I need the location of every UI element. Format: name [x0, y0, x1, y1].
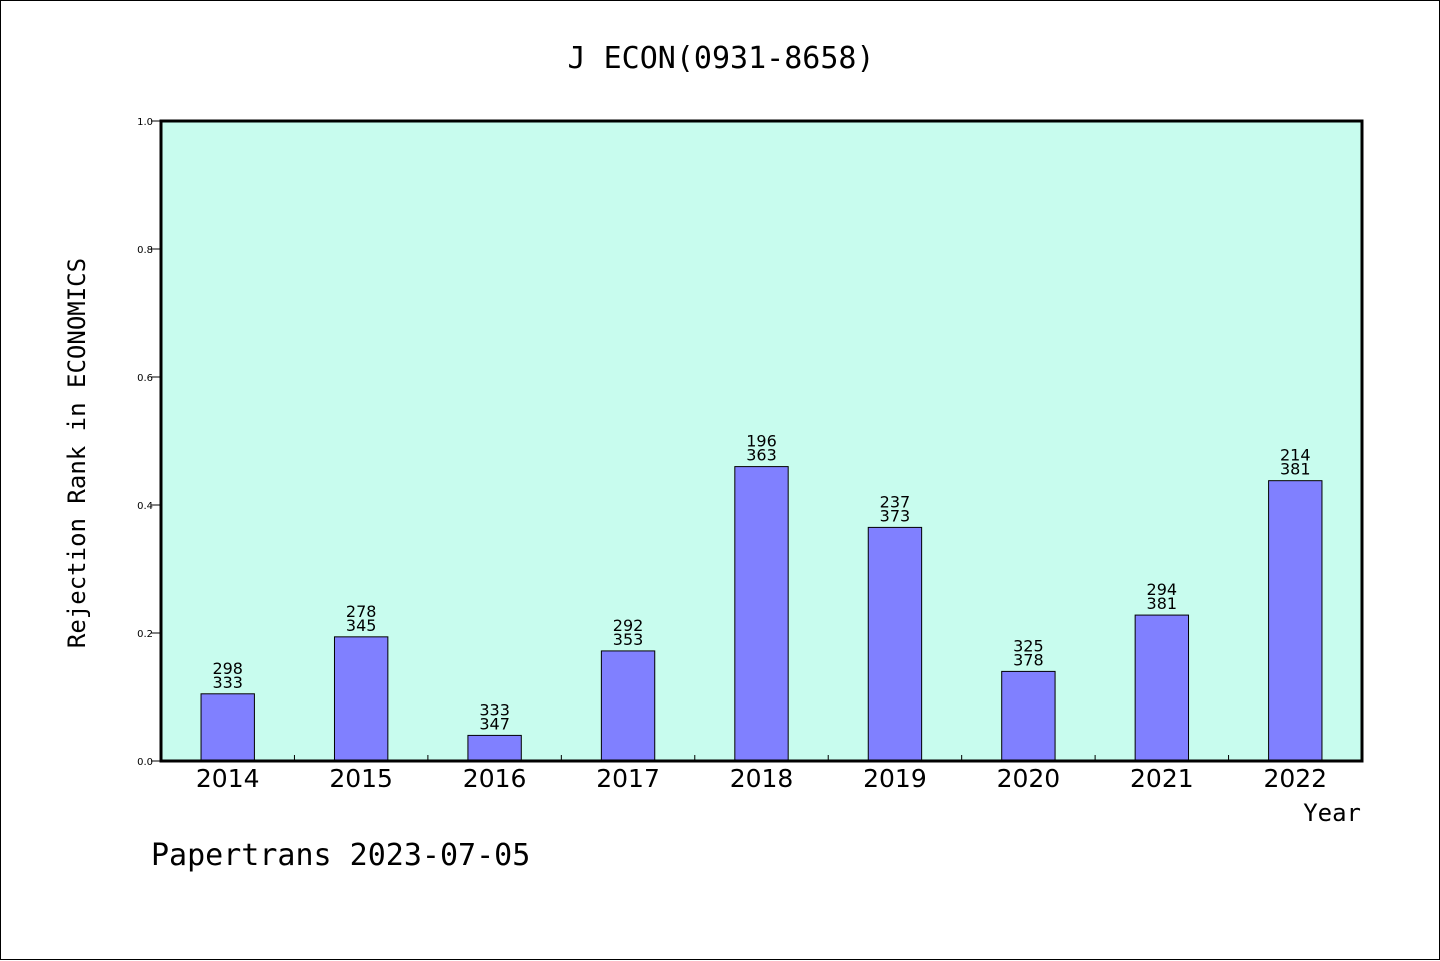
- plot-border: [159, 119, 1364, 763]
- bar-label-bottom-2016: 347: [479, 714, 510, 733]
- bar-label-bottom-2020: 378: [1013, 650, 1044, 669]
- x-axis-label: Year: [1303, 799, 1361, 827]
- bar-label-bottom-2018: 363: [746, 446, 777, 465]
- bar-label-top-2022: 214: [1280, 446, 1311, 465]
- bar-2019: [867, 526, 923, 762]
- x-tick-label-2014: 2014: [196, 764, 260, 793]
- bar-label-top-2017: 292: [613, 616, 644, 635]
- bar-label-bottom-2017: 353: [613, 630, 644, 649]
- y-tick-label: 0.0: [137, 757, 153, 768]
- bar-2016: [467, 734, 522, 762]
- x-tick-label-2018: 2018: [730, 764, 794, 793]
- bar-label-bottom-2021: 381: [1147, 594, 1178, 613]
- x-tick-label-2020: 2020: [997, 764, 1061, 793]
- x-tick-label-2017: 2017: [596, 764, 660, 793]
- bar-2022: [1268, 480, 1323, 762]
- bar-label-top-2020: 325: [1013, 636, 1044, 655]
- x-tick-label-2022: 2022: [1263, 764, 1327, 793]
- bar-label-bottom-2022: 381: [1280, 460, 1311, 479]
- y-tick-label: 0.6: [137, 373, 153, 384]
- footer-text: Papertrans 2023-07-05: [151, 838, 530, 873]
- bar-labels-group: 2983332783453333472923531963632373733253…: [212, 432, 1310, 734]
- bar-2021: [1134, 614, 1190, 762]
- y-axis-label: Rejection Rank in ECONOMICS: [63, 258, 91, 648]
- bar-2017: [600, 650, 656, 762]
- x-tick-label-2021: 2021: [1130, 764, 1194, 793]
- bar-label-bottom-2019: 373: [880, 506, 911, 525]
- chart-title: J ECON(0931-8658): [567, 41, 874, 76]
- bar-label-top-2015: 278: [346, 602, 377, 621]
- bar-label-top-2018: 196: [746, 432, 777, 451]
- y-axis-ticks: 0.0 0.2 0.4 0.6 0.8 1.0: [137, 117, 161, 768]
- bar-label-top-2016: 333: [479, 700, 510, 719]
- bar-label-top-2019: 237: [880, 492, 911, 511]
- bar-label-bottom-2014: 333: [212, 673, 243, 692]
- bar-2015: [333, 636, 389, 762]
- bar-label-bottom-2015: 345: [346, 616, 377, 635]
- bars-group: [200, 466, 1323, 762]
- bar-label-top-2021: 294: [1147, 580, 1178, 599]
- y-tick-label: 0.8: [137, 245, 153, 256]
- bar-2014: [200, 693, 255, 762]
- bar-2018: [734, 466, 789, 762]
- y-tick-label: 1.0: [137, 117, 153, 128]
- x-tick-label-2016: 2016: [463, 764, 527, 793]
- y-tick-label: 0.2: [137, 629, 153, 640]
- y-tick-label: 0.4: [137, 501, 153, 512]
- bar-2020: [1001, 670, 1056, 762]
- bar-label-top-2014: 298: [212, 659, 243, 678]
- x-axis-ticks: 2014 2015 2016 2017 2018 2019 2020 2021 2022: [196, 755, 1327, 793]
- x-tick-label-2019: 2019: [863, 764, 927, 793]
- x-tick-label-2015: 2015: [329, 764, 393, 793]
